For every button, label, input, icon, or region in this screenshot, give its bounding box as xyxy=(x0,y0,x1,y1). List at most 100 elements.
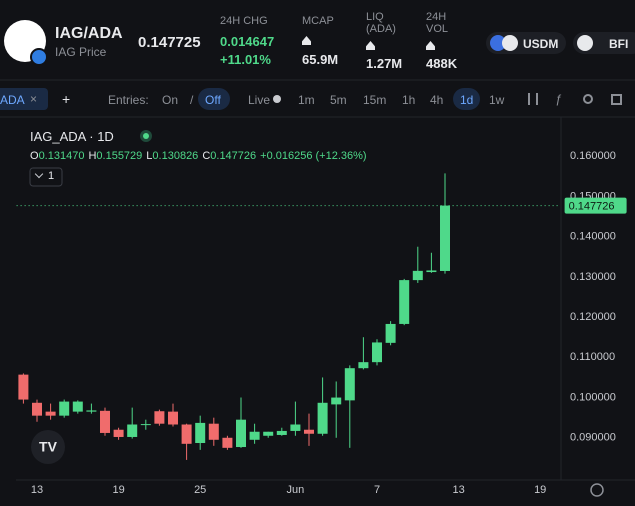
candle-body xyxy=(304,429,314,434)
tab-close[interactable]: × xyxy=(30,92,38,106)
candle-body xyxy=(208,423,219,440)
candle-body xyxy=(45,411,56,416)
last-price-label: 0.147726 xyxy=(569,200,615,212)
legend-value: 0.130826 xyxy=(152,150,199,162)
live-dot xyxy=(273,95,281,103)
stat-value: 0.014647 xyxy=(220,34,275,49)
x-tick-label: 7 xyxy=(374,484,380,496)
verified-badge xyxy=(30,48,48,66)
live-label[interactable]: Live xyxy=(248,93,271,107)
candle-body xyxy=(140,424,151,426)
interval-pill[interactable] xyxy=(453,88,480,110)
interval[interactable]: 15m xyxy=(363,93,387,107)
candle-body xyxy=(331,397,342,405)
candle-body xyxy=(72,401,83,412)
candle-body xyxy=(426,270,437,273)
legend-value: 0.147726 xyxy=(210,150,257,162)
y-tick-label: 0.140000 xyxy=(570,231,616,243)
x-tick-label: 25 xyxy=(194,484,206,496)
stat-label: 24H CHG xyxy=(220,15,268,27)
token-icon xyxy=(577,35,593,51)
interval[interactable]: 5m xyxy=(330,93,347,107)
fullscreen-icon[interactable] xyxy=(611,94,622,105)
candle-body xyxy=(263,431,274,436)
token-name[interactable]: USDM xyxy=(523,37,559,51)
candle-body xyxy=(181,424,192,444)
candle-body xyxy=(236,419,246,448)
candle-body xyxy=(32,402,42,416)
series-count[interactable]: 1 xyxy=(48,170,55,182)
add-tab[interactable]: + xyxy=(62,91,71,107)
candle-body xyxy=(195,422,206,444)
token-name[interactable]: BFI xyxy=(609,37,629,51)
entries-label: Entries: xyxy=(108,93,149,107)
x-tick-label: 19 xyxy=(534,484,546,496)
interval[interactable]: 1h xyxy=(402,93,416,107)
x-tick-label: 13 xyxy=(31,484,43,496)
token-icon xyxy=(502,35,518,51)
option-pill[interactable] xyxy=(198,88,230,110)
tv-logo xyxy=(31,430,65,464)
interval[interactable]: 4h xyxy=(430,93,444,107)
stat-value: 65.9M xyxy=(302,52,339,67)
y-tick-label: 0.130000 xyxy=(570,271,616,283)
y-tick-label: 0.120000 xyxy=(570,311,616,323)
entries-option[interactable]: On xyxy=(162,93,179,107)
candle-body xyxy=(412,270,423,281)
price: 0.147725 xyxy=(138,34,201,51)
settings-icon[interactable] xyxy=(590,483,604,497)
stat-value: 488K xyxy=(426,56,458,71)
candle-body xyxy=(344,368,355,401)
stat-label: MCAP xyxy=(302,15,334,27)
candle-body xyxy=(113,429,124,437)
entries-option[interactable]: Off xyxy=(205,93,221,107)
subtitle: IAG Price xyxy=(55,45,107,59)
candle-body xyxy=(358,362,369,369)
interval[interactable]: 1d xyxy=(460,93,474,107)
legend-key: C xyxy=(202,150,211,162)
legend-key: L xyxy=(146,150,153,162)
chart-title: IAG_ADA · 1D xyxy=(30,129,114,144)
candle-body xyxy=(276,430,287,435)
candle-body xyxy=(59,401,70,416)
candle-body xyxy=(154,411,165,424)
y-tick-label: 0.090000 xyxy=(570,432,616,444)
status-dot xyxy=(143,133,149,139)
y-tick-label: 0.110000 xyxy=(570,351,615,363)
ohlc-legend: O0.131470 H0.155729 L0.130826 C0.147726 +0.0… xyxy=(30,150,367,162)
x-tick-label: Jun xyxy=(287,484,305,496)
interval[interactable]: 1m xyxy=(298,93,315,107)
tv-logo-text: TV xyxy=(39,439,58,455)
stat-label: LIQ (ADA) xyxy=(366,11,396,35)
candle-body xyxy=(86,410,97,412)
candle-body xyxy=(440,205,450,271)
separator: / xyxy=(190,93,194,107)
series-dropdown[interactable] xyxy=(29,167,63,187)
legend-key: O xyxy=(30,150,39,162)
candle-body xyxy=(385,323,396,343)
candle-body xyxy=(372,342,382,363)
settings-icon[interactable] xyxy=(583,94,593,104)
stat-change: +11.01% xyxy=(220,52,271,67)
tab[interactable] xyxy=(0,88,48,110)
x-tick-label: 13 xyxy=(452,484,464,496)
last-price-tag xyxy=(564,197,627,214)
candle-body xyxy=(18,374,29,400)
candle-body xyxy=(399,280,410,324)
candle-body xyxy=(168,411,178,425)
indicator-icon[interactable]: ƒ xyxy=(555,92,562,106)
pair: IAG/ADA xyxy=(55,25,123,42)
interval[interactable]: 1w xyxy=(489,93,505,107)
x-tick-label: 19 xyxy=(112,484,124,496)
candles-icon[interactable] xyxy=(528,93,538,105)
candle-body xyxy=(290,424,301,431)
candle-body xyxy=(127,424,138,437)
stat-label: 24H VOL xyxy=(426,11,449,35)
candle-body xyxy=(222,437,233,448)
home-icon xyxy=(426,41,435,50)
legend-key: H xyxy=(88,150,97,162)
tab-label[interactable]: ADA xyxy=(0,93,25,107)
candle-body xyxy=(317,402,328,434)
